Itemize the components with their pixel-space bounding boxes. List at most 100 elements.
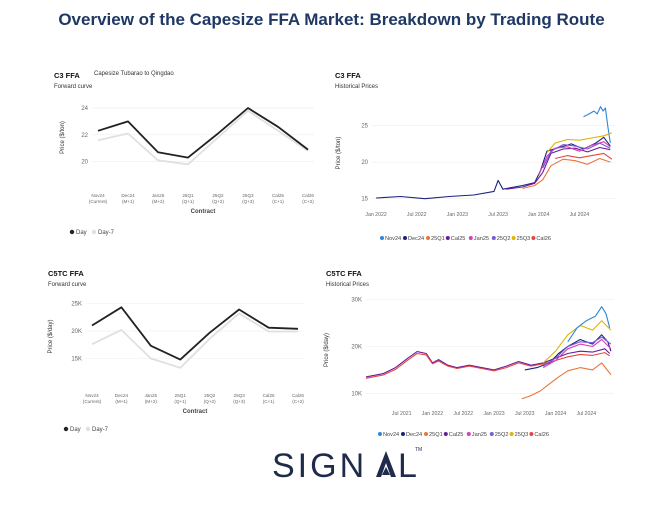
series-line-nov24 xyxy=(583,106,611,144)
legend-marker-cal26 xyxy=(529,432,534,436)
legend-marker-cal25 xyxy=(445,236,450,240)
series-line-25q1 xyxy=(522,157,611,190)
x-tick-label: Jan 2022 xyxy=(365,212,386,218)
c5tc-hist-panel: C5TC FFA Historical Prices 10K 20K 30K Pric… xyxy=(318,265,628,445)
x-tick-label: Jul 2024 xyxy=(576,411,596,417)
legend-marker-cal25 xyxy=(443,432,448,436)
legend-marker-25q2 xyxy=(491,236,496,240)
legend-label-25q2: 25Q2 xyxy=(497,236,511,242)
legend-marker-day7 xyxy=(91,229,97,235)
c3-forward-panel: C3 FFA Capesize Tubarao to Qingdao Forwa… xyxy=(40,64,330,244)
legend-label-day: Day xyxy=(70,427,81,433)
chart-title: C3 FFA xyxy=(54,71,80,80)
x-tick-label: Jul 2022 xyxy=(453,411,473,417)
x-tick-label: Jan25 (M+2) xyxy=(145,393,158,404)
y-axis-label: Price ($/day) xyxy=(324,333,330,367)
legend-label-jan25: Jan25 xyxy=(472,432,487,438)
y-tick-label: 24 xyxy=(81,106,88,112)
y-tick-label: 20K xyxy=(71,329,82,335)
legend-marker-nov24 xyxy=(380,236,384,240)
y-tick-label: 25 xyxy=(361,124,368,130)
x-axis-label: Contract xyxy=(191,209,216,215)
x-tick-label: Cal26 (C+2) xyxy=(292,393,304,404)
x-tick-label: 25Q3 (Q+3) xyxy=(233,393,245,404)
signal-logo-mark: SIGN L xyxy=(272,447,417,485)
legend-label-25q1: 25Q1 xyxy=(429,432,443,438)
x-tick-label: Jan 2023 xyxy=(447,212,468,218)
legend-marker-jan25 xyxy=(468,236,473,240)
logo-text-end: L xyxy=(398,447,417,485)
series-line-day xyxy=(97,107,309,159)
legend-marker-dec24 xyxy=(401,432,405,436)
y-axis-label: Price ($/ton) xyxy=(60,121,66,154)
chart-title: C5TC FFA xyxy=(326,269,362,278)
legend-label-dec24: Dec24 xyxy=(408,236,424,242)
x-tick-label: Jan 2023 xyxy=(483,411,504,417)
x-tick-label: 25Q1 (Q+1) xyxy=(174,393,186,404)
legend-marker-25q1 xyxy=(424,432,428,436)
legend-label-cal26: Cal26 xyxy=(536,236,551,242)
legend-label-25q1: 25Q1 xyxy=(431,236,445,242)
y-tick-label: 10K xyxy=(351,391,362,397)
series-line-cal25 xyxy=(365,348,611,378)
legend-label-nov24: Nov24 xyxy=(385,236,401,242)
series-line-jan25 xyxy=(538,141,611,176)
y-tick-label: 15K xyxy=(71,357,82,363)
x-tick-label: Nov24 (Current) xyxy=(83,393,102,404)
series-line-cal25 xyxy=(506,146,611,190)
chart-subtitle: Forward curve xyxy=(48,282,87,288)
series-line-nov24 xyxy=(567,306,611,343)
series-line-jan25 xyxy=(542,338,612,369)
series-line-day-7 xyxy=(97,109,309,166)
series-line-25q2 xyxy=(542,142,611,169)
y-tick-label: 30K xyxy=(351,298,362,304)
legend-marker-nov24 xyxy=(378,432,382,436)
x-tick-label: 25Q2 (Q+2) xyxy=(204,393,216,404)
x-tick-label: Cal25 (C+1) xyxy=(263,393,275,404)
series-line-day-7 xyxy=(91,312,298,369)
chart-subtitle: Historical Prices xyxy=(335,84,379,90)
series-line-25q2 xyxy=(542,336,612,367)
y-tick-label: 15 xyxy=(361,197,368,203)
trademark: TM xyxy=(415,447,423,453)
x-tick-label: Jul 2024 xyxy=(570,212,590,218)
x-tick-label: 25Q3 (Q+3) xyxy=(242,193,254,204)
legend-label-cal25: Cal25 xyxy=(451,236,466,242)
x-tick-label: 25Q1 (Q+1) xyxy=(182,193,194,204)
logo-text: SIGN xyxy=(272,447,367,485)
c3-hist-panel: C3 FFA Historical Prices 15 20 25 Price ($/… xyxy=(328,64,628,249)
legend-label-cal25: Cal25 xyxy=(449,432,464,438)
logo-a-icon xyxy=(376,451,396,477)
legend-marker-day xyxy=(69,229,75,235)
y-tick-label: 20 xyxy=(81,160,88,166)
chart-title: C5TC FFA xyxy=(48,269,84,278)
x-tick-label: Jan 2024 xyxy=(545,411,566,417)
x-tick-label: Nov24 (Current) xyxy=(89,193,108,204)
legend-marker-cal26 xyxy=(531,236,536,240)
series-line-25q1 xyxy=(521,362,612,400)
legend-marker-25q3 xyxy=(511,236,516,240)
legend-label-25q3: 25Q3 xyxy=(515,432,529,438)
series-line-day xyxy=(91,306,299,361)
legend-marker-day xyxy=(63,426,69,432)
legend-label-jan25: Jan25 xyxy=(474,236,489,242)
series-line-cal26 xyxy=(365,352,611,379)
legend-marker-jan25 xyxy=(466,432,471,436)
x-tick-label: Dec24 (M+1) xyxy=(115,393,129,404)
legend-marker-25q2 xyxy=(489,432,494,436)
x-tick-label: Jul 2023 xyxy=(515,411,535,417)
y-axis-label: Price ($/day) xyxy=(48,319,54,353)
legend-label-dec24: Dec24 xyxy=(406,432,422,438)
legend-label-nov24: Nov24 xyxy=(383,432,399,438)
series-line-cal26 xyxy=(554,152,613,160)
c5tc-history-chart: 10K 20K 30K Price ($/day) Jul 2021 Jan 2022 Ju… xyxy=(324,298,614,438)
signal-logo: SIGN L TM xyxy=(272,445,422,485)
legend-label-25q3: 25Q3 xyxy=(517,236,531,242)
y-axis-label: Price ($/ton) xyxy=(336,137,342,170)
chart-annotation: Capesize Tubarao to Qingdao xyxy=(94,71,174,77)
x-tick-label: Cal25 (C+1) xyxy=(272,193,284,204)
legend-label-25q2: 25Q2 xyxy=(495,432,509,438)
y-tick-label: 20 xyxy=(361,160,368,166)
x-tick-label: Dec24 (M+1) xyxy=(121,193,135,204)
legend-marker-25q3 xyxy=(509,432,514,436)
